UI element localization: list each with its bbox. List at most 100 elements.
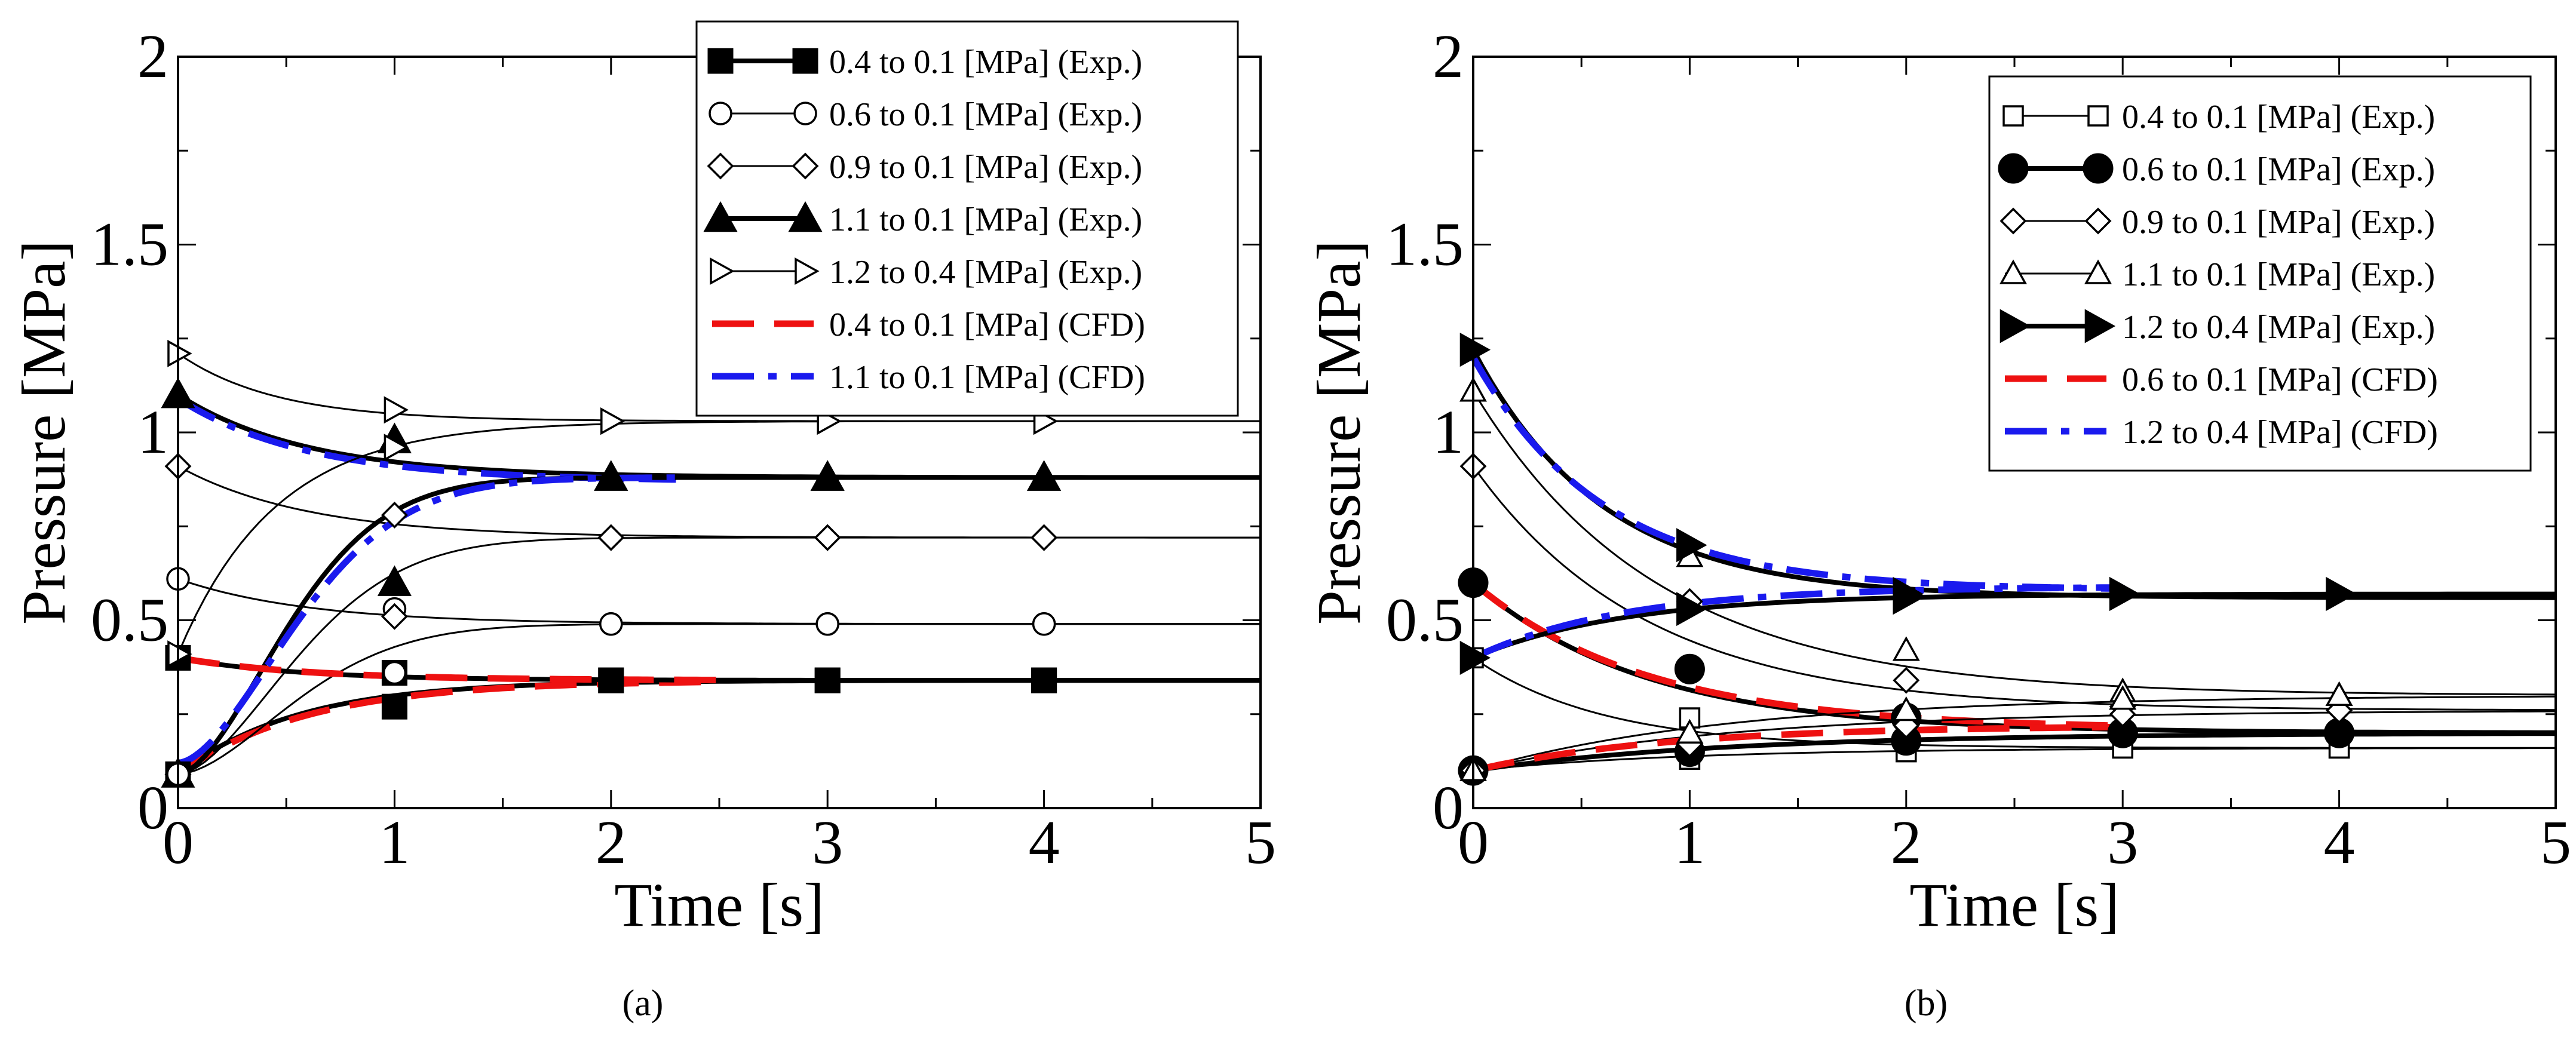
data-point bbox=[381, 501, 408, 529]
legend-sample-marker bbox=[707, 48, 734, 74]
x-tick-label: 3 bbox=[2107, 808, 2138, 877]
y-tick-label: 1 bbox=[1433, 398, 1464, 466]
y-tick-label: 1 bbox=[137, 398, 168, 466]
data-point bbox=[600, 407, 625, 435]
series-line bbox=[177, 474, 676, 766]
legend-entry-label: 0.4 to 0.1 [MPa] (CFD) bbox=[829, 306, 1145, 343]
legend-entry-label: 0.6 to 0.1 [MPa] (Exp.) bbox=[829, 96, 1142, 133]
legend-sample-marker bbox=[707, 152, 734, 180]
legend-a: 0.4 to 0.1 [MPa] (Exp.) 0.6 to 0.1 [MPa] … bbox=[695, 20, 1239, 417]
data-point bbox=[1893, 581, 1924, 615]
legend-sample-marker bbox=[2084, 259, 2112, 284]
legend-b: 0.4 to 0.1 [MPa] (Exp.) 0.6 to 0.1 [MPa] … bbox=[1988, 75, 2532, 472]
y-axis-title-b: Pressure [MPa] bbox=[1305, 240, 1373, 625]
legend-entry-label: 1.1 to 0.1 [MPa] (Exp.) bbox=[2122, 256, 2435, 293]
data-point bbox=[1892, 636, 1920, 661]
y-axis-title-a: Pressure [MPa] bbox=[10, 240, 78, 625]
legend-entry-label: 0.9 to 0.1 [MPa] (Exp.) bbox=[829, 149, 1142, 186]
chart-panel-a: 0 1 2 3 4 500.511.52 Time [s] Pressure [MPa] … bbox=[10, 20, 1276, 1024]
y-tick-label: 2 bbox=[137, 22, 168, 91]
legend-sample-marker bbox=[792, 152, 819, 180]
series-line bbox=[1472, 723, 2123, 774]
series-lines-a bbox=[176, 352, 1261, 777]
series-line bbox=[177, 536, 1261, 775]
data-point bbox=[1459, 640, 1491, 675]
y-tick-label: 1.5 bbox=[91, 210, 168, 279]
legend-entry-label: 0.4 to 0.1 [MPa] (Exp.) bbox=[829, 44, 1142, 81]
series-line bbox=[1470, 355, 2123, 592]
y-tick-label: 2 bbox=[1433, 22, 1464, 91]
series-line bbox=[1472, 591, 2556, 661]
data-point bbox=[2325, 681, 2353, 707]
data-point bbox=[1676, 528, 1707, 563]
y-tick-label: 0.5 bbox=[1386, 586, 1464, 655]
legend-sample-marker bbox=[2083, 153, 2114, 184]
data-point bbox=[1674, 653, 1705, 684]
series-line bbox=[1473, 747, 2556, 772]
chart-panel-b: 0 1 2 3 4 500.511.52 Time [s] Pressure [MPa] … bbox=[1305, 22, 2571, 1024]
data-point bbox=[594, 460, 628, 491]
data-point bbox=[810, 460, 845, 491]
legend-sample-marker bbox=[2002, 105, 2024, 127]
legend-entry-label: 1.1 to 0.1 [MPa] (Exp.) bbox=[829, 201, 1142, 238]
data-point bbox=[1676, 718, 1704, 744]
data-point bbox=[2109, 684, 2137, 710]
data-point bbox=[1027, 460, 1062, 491]
data-point bbox=[2109, 576, 2140, 612]
series-line bbox=[1471, 580, 2123, 729]
y-tick-label: 0 bbox=[137, 773, 168, 842]
data-point bbox=[1031, 524, 1058, 551]
legend-entry-label: 0.6 to 0.1 [MPa] (Exp.) bbox=[2122, 151, 2435, 188]
legend-entry-label: 0.6 to 0.1 [MPa] (CFD) bbox=[2122, 361, 2438, 398]
legend-sample-marker bbox=[709, 102, 732, 125]
legend-sample-marker bbox=[788, 201, 823, 232]
x-axis-title-b: Time [s] bbox=[1909, 871, 2120, 939]
series-line bbox=[177, 420, 1261, 655]
legend-sample-marker bbox=[793, 102, 817, 125]
data-point bbox=[2326, 576, 2357, 612]
series-line bbox=[1473, 695, 2556, 772]
legend-entry-label: 0.4 to 0.1 [MPa] (Exp.) bbox=[2122, 99, 2435, 136]
axis-ticks-a bbox=[177, 56, 1262, 809]
x-tick-label: 1 bbox=[379, 808, 410, 877]
data-point bbox=[814, 524, 841, 551]
data-point bbox=[381, 693, 407, 720]
caption-a: (a) bbox=[622, 983, 664, 1024]
series-markers-b bbox=[1458, 333, 2357, 786]
x-tick-label: 4 bbox=[1029, 808, 1060, 877]
data-point bbox=[1893, 667, 1920, 694]
legend-sample-marker bbox=[2087, 105, 2109, 127]
x-tick-label: 5 bbox=[2540, 808, 2571, 877]
series-lines-b bbox=[1470, 348, 2556, 774]
axis-ticks-b bbox=[1472, 56, 2557, 809]
x-tick-label: 2 bbox=[596, 808, 627, 877]
data-point bbox=[1459, 333, 1491, 367]
data-point bbox=[382, 661, 407, 685]
data-point bbox=[597, 524, 625, 551]
data-point bbox=[381, 603, 408, 630]
legend-entry-label: 1.2 to 0.4 [MPa] (Exp.) bbox=[2122, 309, 2435, 346]
legend-entry-label: 1.2 to 0.4 [MPa] (CFD) bbox=[2122, 414, 2438, 451]
legend-sample-marker bbox=[2000, 309, 2031, 343]
series-line bbox=[1472, 465, 2556, 711]
caption-b: (b) bbox=[1905, 983, 1948, 1024]
x-tick-label: 5 bbox=[1245, 808, 1276, 877]
x-tick-label: 2 bbox=[1891, 808, 1922, 877]
legend-sample-marker bbox=[2084, 207, 2112, 235]
legend-sample-marker bbox=[792, 48, 818, 74]
series-line bbox=[176, 678, 720, 777]
tick-labels-b: 0 1 2 3 4 5 0 0.5 1 1.5 2 bbox=[1386, 22, 2571, 877]
legend-entry-label: 1.2 to 0.4 [MPa] (Exp.) bbox=[829, 254, 1142, 291]
legend-sample-marker bbox=[2000, 259, 2027, 284]
series-line bbox=[1473, 731, 2556, 773]
data-point bbox=[1676, 592, 1707, 627]
x-tick-label: 1 bbox=[1674, 808, 1705, 877]
data-point bbox=[1031, 667, 1057, 693]
y-tick-label: 0.5 bbox=[91, 586, 168, 655]
series-line bbox=[177, 623, 1261, 775]
series-line bbox=[1472, 391, 2556, 696]
y-tick-label: 1.5 bbox=[1386, 210, 1464, 279]
data-point bbox=[384, 396, 409, 424]
x-tick-label: 4 bbox=[2324, 808, 2355, 877]
